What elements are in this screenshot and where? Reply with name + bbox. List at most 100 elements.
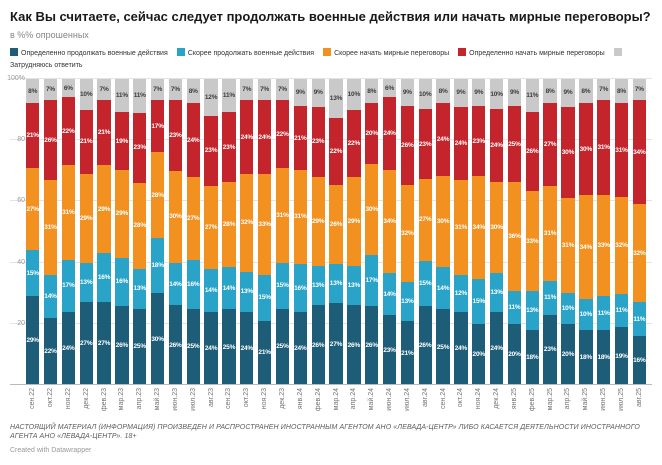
bar-segment: 30% <box>168 170 183 263</box>
segment-value-label: 9% <box>563 89 573 97</box>
segment-value-label: 31% <box>543 230 557 238</box>
bar-segment: 14% <box>436 266 450 310</box>
bar-segment: 23% <box>382 315 397 386</box>
segment-value-label: 22% <box>347 139 361 147</box>
bar-segment: 20% <box>472 324 486 386</box>
segment-value-label: 23% <box>543 346 557 354</box>
segment-value-label: 24% <box>204 344 218 352</box>
x-axis-label: сен.24 <box>436 388 449 417</box>
bar-segment: 23% <box>133 112 147 184</box>
segment-value-label: 21% <box>97 129 111 137</box>
segment-value-label: 24% <box>294 345 307 353</box>
x-axis-label: июл.23 <box>187 388 200 417</box>
x-axis-label: июн.23 <box>169 388 182 417</box>
segment-value-label: 13% <box>490 289 503 297</box>
segment-value-label: 24% <box>454 139 468 147</box>
bar-segment: 15% <box>257 274 272 321</box>
segment-value-label: 23% <box>204 147 218 155</box>
bar-column: 8% 27% 31% 11% 23% <box>543 79 557 385</box>
bar-segment: 18% <box>579 329 593 385</box>
bar-segment: 7% <box>150 79 165 101</box>
x-axis-label: фев.24 <box>312 388 325 417</box>
segment-value-label: 26% <box>401 142 414 150</box>
segment-value-label: 33% <box>597 242 610 250</box>
x-axis-label-text: авг.24 <box>421 388 429 408</box>
bar-segment: 16% <box>632 336 647 385</box>
bar-column: 7% 24% 33% 15% 21% <box>257 79 272 386</box>
bar-segment: 25% <box>436 309 450 386</box>
bar-column: 11% 19% 29% 16% 26% <box>115 79 129 385</box>
segment-value-label: 18% <box>526 354 539 362</box>
segment-value-label: 29% <box>97 205 111 213</box>
bar-segment: 21% <box>26 103 40 168</box>
segment-value-label: 11% <box>222 92 235 100</box>
bar-segment: 33% <box>257 173 272 275</box>
bar-segment: 26% <box>365 306 379 385</box>
segment-value-label: 22% <box>276 130 289 138</box>
bar-segment: 13% <box>400 281 415 322</box>
segment-value-label: 17% <box>365 276 378 284</box>
bar-segment: 10% <box>418 79 432 110</box>
y-tick-label: 100% <box>7 75 25 82</box>
x-axis-label: ноя.24 <box>472 388 485 417</box>
bar-segment: 22% <box>275 100 290 168</box>
segment-value-label: 24% <box>240 133 254 141</box>
x-axis-label-text: сен.23 <box>225 388 233 409</box>
segment-value-label: 16% <box>294 284 307 292</box>
legend-swatch <box>458 48 467 56</box>
bar-segment: 30% <box>561 106 575 199</box>
bar-column: 7% 21% 29% 16% 27% <box>97 79 111 385</box>
bar-segment: 13% <box>489 272 504 313</box>
segment-value-label: 10% <box>79 90 93 98</box>
x-axis-label-text: сен.24 <box>439 388 447 409</box>
bar-segment: 13% <box>79 262 93 303</box>
bar-column: 7% 24% 32% 13% 24% <box>240 79 254 385</box>
segment-value-label: 24% <box>258 133 271 141</box>
bar-segment: 12% <box>454 274 468 312</box>
bar-segment: 17% <box>365 254 379 307</box>
bar-segment: 25% <box>507 106 522 183</box>
bar-column: 11% 23% 28% 14% 25% <box>222 79 236 386</box>
bar-segment: 26% <box>43 100 58 180</box>
bar-column: 8% 21% 27% 15% 29% <box>26 79 40 386</box>
x-axis-label-text: фев.24 <box>314 388 322 412</box>
segment-value-label: 15% <box>419 280 432 287</box>
segment-value-label: 31% <box>561 242 575 250</box>
bar-column: 9% 25% 36% 11% 20% <box>507 79 522 385</box>
segment-value-label: 11% <box>115 92 128 100</box>
bar-segment: 13% <box>329 263 343 304</box>
segment-value-label: 23% <box>419 140 432 148</box>
x-axis-label: апр.24 <box>347 388 360 417</box>
segment-value-label: 13% <box>311 282 325 290</box>
segment-value-label: 24% <box>240 344 254 352</box>
bar-segment: 13% <box>133 268 147 309</box>
segment-value-label: 7% <box>46 86 56 94</box>
segment-value-label: 30% <box>151 335 164 343</box>
x-axis-label-text: дек.22 <box>82 388 90 409</box>
bar-column: 8% 24% 27% 16% 25% <box>186 79 200 385</box>
segment-value-label: 24% <box>454 344 468 352</box>
x-axis-label: апр.25 <box>561 388 574 417</box>
bar-column: 10% 21% 29% 13% 27% <box>79 79 93 385</box>
segment-value-label: 26% <box>115 342 129 350</box>
bar-segment: 31% <box>543 186 557 281</box>
bar-segment: 7% <box>632 79 647 101</box>
segment-value-label: 28% <box>151 191 164 199</box>
segment-value-label: 26% <box>365 342 378 350</box>
x-axis-label: сен.22 <box>26 388 39 417</box>
segment-value-label: 26% <box>419 342 432 350</box>
segment-value-label: 27% <box>79 340 93 348</box>
bar-segment: 17% <box>150 100 165 153</box>
x-axis-label: авг.25 <box>633 388 646 417</box>
legend-item: Определенно продолжать военные действия <box>10 48 168 57</box>
x-axis-label-text: июн.24 <box>386 388 394 411</box>
x-axis-labels: сен.22 окт.22 ноя.22 дек.22 фев.23 мар.23 апр.… <box>10 385 652 417</box>
x-axis-label-text: мар.24 <box>332 388 340 411</box>
segment-value-label: 36% <box>508 233 521 241</box>
x-axis-label-text: мар.25 <box>546 388 554 411</box>
segment-value-label: 11% <box>508 304 521 312</box>
bar-segment: 24% <box>436 103 450 176</box>
bar-segment: 31% <box>275 167 290 263</box>
segment-value-label: 20% <box>472 351 486 359</box>
